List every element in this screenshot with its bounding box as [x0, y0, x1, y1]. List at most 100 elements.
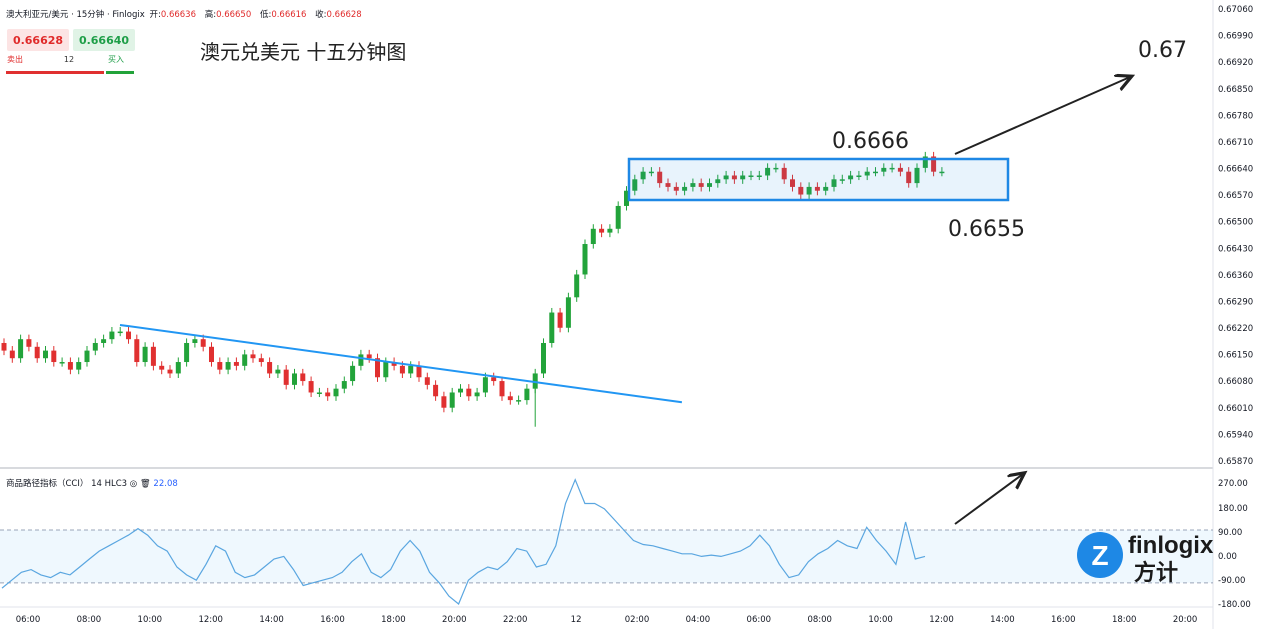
candle: [507, 391, 513, 405]
time-tick-label: 08:00: [807, 615, 832, 625]
price-tick-label: 0.66150: [1218, 351, 1253, 361]
candle: [657, 167, 663, 188]
candle-body: [723, 175, 729, 180]
symbol-label: 澳大利亚元/美元 · 15分钟 · Finlogix: [6, 10, 145, 20]
candle: [474, 387, 480, 401]
trendline: [119, 323, 683, 404]
candle-body: [67, 362, 73, 370]
candle: [150, 342, 156, 371]
candle-body: [881, 167, 887, 172]
candle-body: [698, 183, 704, 187]
high-value: 0.66650: [216, 10, 252, 20]
cci-tick-label: 270.00: [1218, 479, 1248, 489]
candle-body: [375, 358, 380, 378]
trash-icon[interactable]: 🗑: [139, 479, 151, 489]
time-tick-label: 22:00: [503, 615, 528, 625]
candle-body: [690, 183, 696, 187]
candle-body: [607, 228, 613, 233]
candle-body: [781, 167, 787, 180]
candle-body: [101, 339, 107, 343]
candle-body: [366, 354, 372, 359]
sell-label[interactable]: 卖出: [7, 55, 23, 64]
candle: [350, 361, 356, 386]
candle: [831, 174, 837, 192]
candle-body: [250, 354, 256, 359]
candle: [698, 178, 704, 192]
candle: [416, 361, 422, 382]
candle: [142, 342, 148, 367]
time-tick-label: 12:00: [198, 615, 223, 625]
candle: [391, 357, 397, 371]
candle-body: [225, 362, 231, 370]
candle: [557, 307, 563, 333]
candle-body: [416, 365, 422, 378]
candle-body: [449, 392, 455, 408]
candle-body: [557, 312, 563, 328]
candle-body: [458, 388, 463, 393]
candle-body: [931, 156, 937, 172]
candle: [76, 357, 82, 375]
candle-body: [9, 350, 15, 359]
candle: [897, 163, 903, 177]
candle: [424, 372, 430, 390]
candle-body: [408, 365, 414, 374]
candle: [283, 365, 289, 390]
candle-body: [806, 186, 812, 195]
price-tick-label: 0.66500: [1218, 218, 1253, 228]
finlogix-logo: Z finlogix 方计: [1077, 532, 1214, 584]
candle: [325, 387, 331, 401]
candle: [607, 224, 613, 238]
candle: [715, 174, 721, 188]
candle: [184, 338, 190, 367]
price-tick-label: 0.66220: [1218, 324, 1253, 334]
candle: [740, 170, 746, 184]
candle: [931, 151, 937, 177]
candle: [9, 346, 15, 363]
candle: [482, 372, 488, 398]
candle-body: [242, 354, 248, 366]
candle: [109, 327, 115, 344]
candle: [881, 163, 887, 177]
candle: [192, 334, 198, 348]
buy-label[interactable]: 买入: [108, 55, 124, 64]
candle-body: [175, 362, 181, 374]
time-tick-label: 12: [571, 615, 582, 625]
time-tick-label: 20:00: [1173, 615, 1198, 625]
cci-name: 商品路径指标（CCI）: [6, 479, 89, 489]
price-tick-label: 0.65870: [1218, 457, 1253, 467]
time-tick-label: 02:00: [625, 615, 650, 625]
candle-body: [839, 179, 845, 181]
candle: [814, 182, 820, 196]
candle-body: [76, 362, 82, 370]
candle: [765, 163, 771, 181]
buy-price-button[interactable]: 0.66640: [73, 29, 135, 51]
candle: [939, 167, 945, 177]
candle: [258, 353, 264, 367]
candle-body: [433, 384, 439, 397]
candle: [101, 334, 107, 348]
candle-body: [640, 171, 646, 180]
quantity-input[interactable]: 12: [63, 55, 75, 64]
candle-body: [624, 190, 629, 206]
time-tick-label: 12:00: [929, 615, 954, 625]
candle-body: [798, 186, 804, 195]
sell-price-button[interactable]: 0.66628: [7, 29, 69, 51]
candle: [449, 387, 455, 413]
candle: [756, 170, 762, 181]
candle-body: [939, 171, 945, 174]
candle-body: [350, 365, 356, 382]
candle: [333, 384, 339, 401]
candle: [640, 167, 646, 184]
candle: [217, 357, 223, 375]
candle: [541, 338, 546, 379]
candle-body: [740, 175, 746, 180]
candle: [781, 163, 787, 184]
candle: [250, 349, 256, 363]
candle-body: [814, 186, 820, 191]
candle: [308, 376, 314, 398]
candle-body: [167, 369, 173, 374]
candle: [34, 342, 40, 363]
candles: [1, 151, 945, 427]
candle-body: [358, 354, 364, 366]
eye-icon[interactable]: ◎: [129, 479, 138, 489]
